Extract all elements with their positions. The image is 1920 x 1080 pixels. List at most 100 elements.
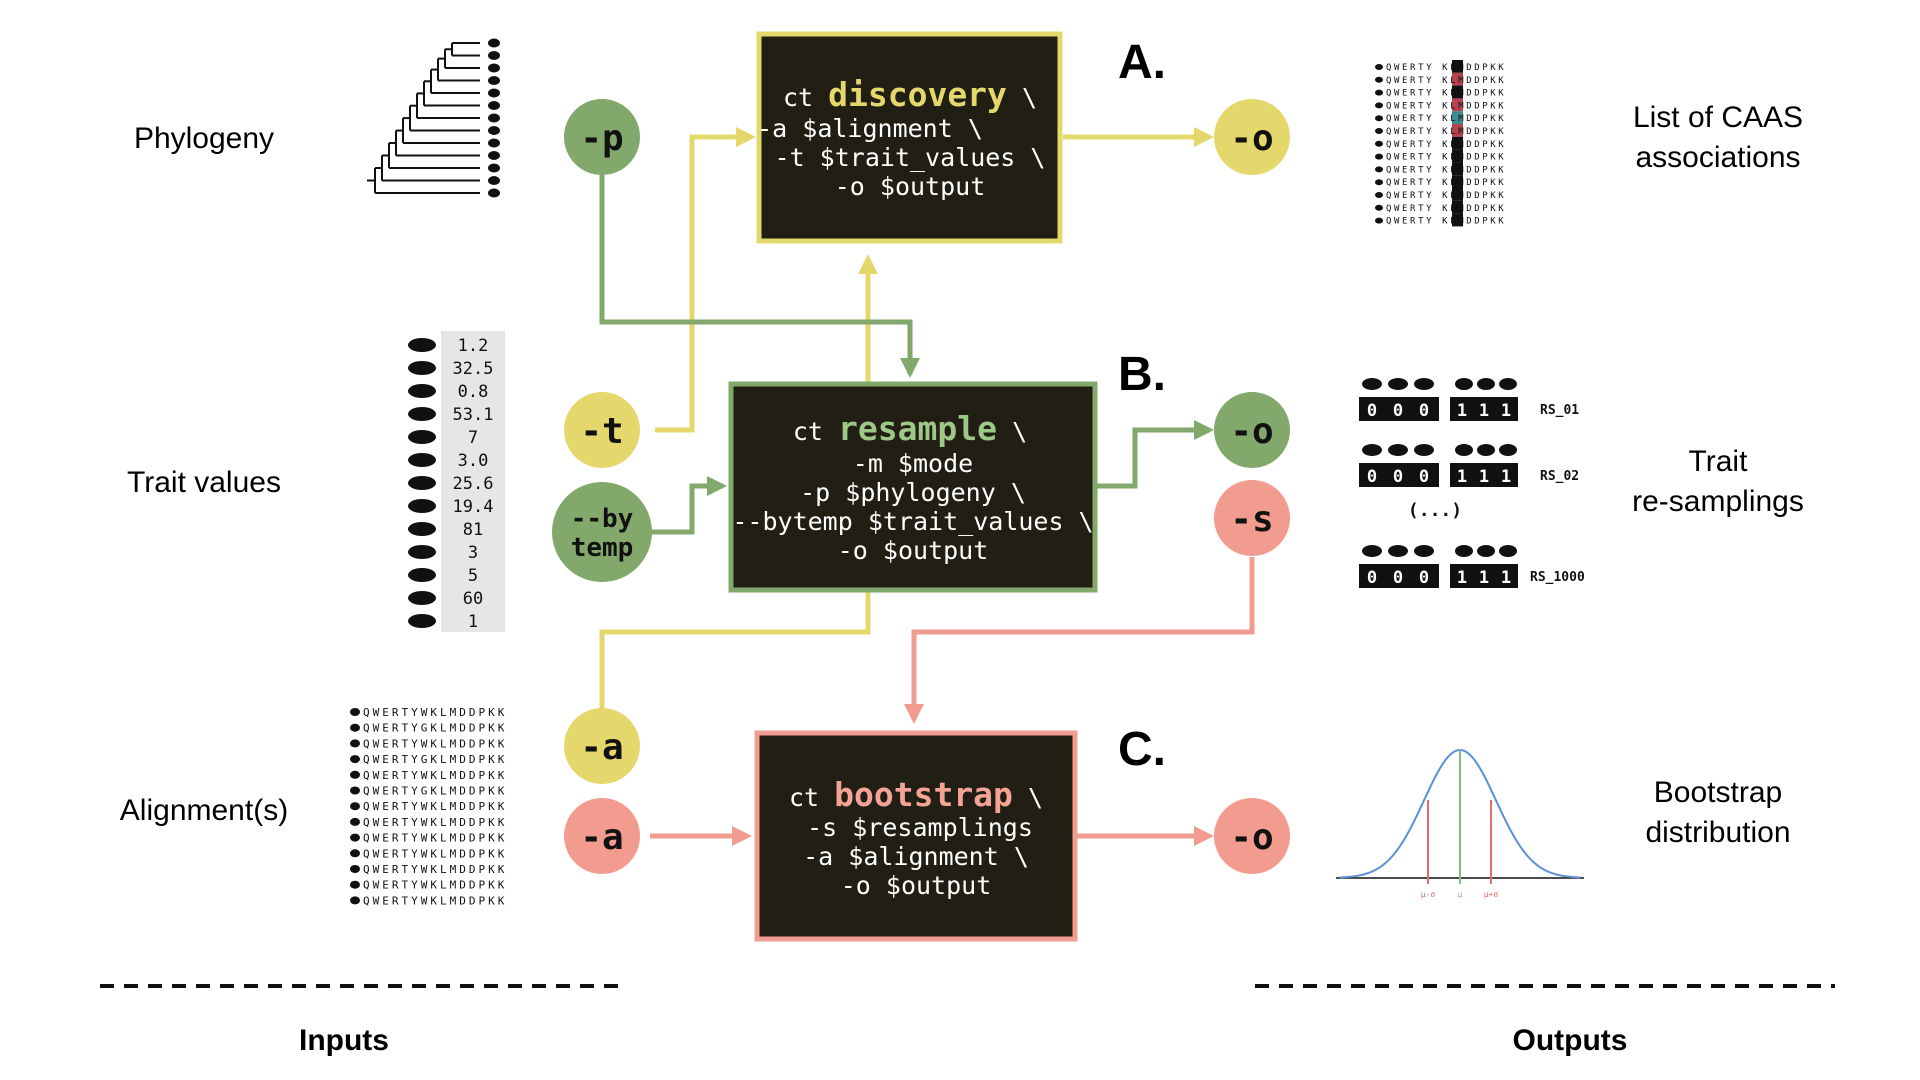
caas-left: QWERTY (1386, 76, 1434, 86)
species-silhouette-icon (350, 770, 360, 779)
trait-value: 32.5 (453, 359, 494, 379)
species-silhouette-icon (408, 499, 436, 513)
flag-bytemp-line-2: temp (571, 533, 634, 563)
resample-step-letter: B. (1118, 348, 1166, 401)
flag-o-resample: -o (1214, 392, 1290, 468)
resample-line-4: -o $output (838, 536, 989, 565)
caas-right: KLMDDPKK (1442, 76, 1506, 86)
caas-left: QWERTY (1386, 153, 1434, 163)
caas-highlight-cell (1452, 111, 1463, 124)
caas-left: QWERTY (1386, 114, 1434, 124)
flag-t: -t (564, 392, 640, 468)
caas-site: W (1434, 204, 1442, 214)
caas-site: W (1434, 217, 1442, 227)
species-silhouette-icon (350, 880, 360, 889)
discovery-step-letter: A. (1118, 36, 1166, 89)
caas-highlight-cell (1452, 175, 1463, 188)
caas-left: QWERTY (1386, 165, 1434, 175)
caas-label-line-1: List of CAAS (1633, 101, 1803, 134)
species-silhouette-icon (488, 88, 500, 98)
one-digit: 1 (1501, 568, 1511, 588)
discovery-continuation: \ (1022, 83, 1037, 112)
species-silhouette-icon (350, 833, 360, 842)
species-silhouette-icon (1375, 128, 1383, 134)
species-silhouette-icon (408, 453, 436, 467)
tick-mu-minus-sigma: μ-σ (1421, 890, 1436, 899)
trait-values-label: Trait values (127, 466, 281, 499)
caas-site: W (1434, 165, 1442, 175)
species-silhouette-icon (408, 361, 436, 375)
trait-value: 60 (463, 589, 483, 609)
svg-text:ct discovery \: ct discovery \ (783, 75, 1037, 114)
species-silhouette-icon (1499, 545, 1517, 557)
caas-sequence: QWERTYWKLMDDPKK (1386, 153, 1506, 163)
alignment-sequence: QWERTYWKLMDDPKK (363, 894, 507, 907)
discovery-command-box: ct discovery \ -a $alignment \ -t $trait… (756, 31, 1063, 244)
trait-value: 3 (468, 543, 478, 563)
resample-command-box: ct resample \ -m $mode -p $phylogeny \ -… (728, 381, 1098, 593)
connector-p-to-resample (599, 175, 920, 378)
zeros-block (1359, 564, 1439, 588)
bootstrap-line-3: -o $output (841, 871, 992, 900)
ones-block (1450, 397, 1518, 421)
species-silhouette-icon (408, 522, 436, 536)
phylogeny-tree (367, 42, 480, 194)
one-digit: 1 (1501, 401, 1511, 421)
trait-value: 3.0 (458, 451, 489, 471)
ones-block (1450, 564, 1518, 588)
caas-left: QWERTY (1386, 127, 1434, 137)
one-digit: 1 (1479, 401, 1489, 421)
flag-a-salmon-label: -a (580, 817, 623, 858)
species-silhouette-icon (1455, 545, 1473, 557)
zero-digit: 0 (1393, 401, 1403, 421)
caas-right: KLMDDPKK (1442, 127, 1506, 137)
caas-sequence: QWERTYWKLMDDPKK (1386, 89, 1506, 99)
caas-highlight-cell (1452, 60, 1463, 73)
resample-line-2: -p $phylogeny \ (800, 478, 1026, 507)
alignment-sequence: QWERTYWKLMDDPKK (363, 879, 507, 892)
species-silhouette-icon (350, 755, 360, 764)
alignment-sequence: QWERTYWKLMDDPKK (363, 847, 507, 860)
caas-sequence: QWERTYGKLMDDPKK (1386, 127, 1506, 137)
caas-left: QWERTY (1386, 140, 1434, 150)
caas-right: KLMDDPKK (1442, 165, 1506, 175)
trait-values-rows: 1.2 32.5 0.8 53.1 7 3.0 25.6 19.4 81 3 5 60 1 (408, 336, 493, 632)
alignment-sequence: QWERTYWKLMDDPKK (363, 706, 507, 719)
species-silhouette-icon (1477, 378, 1495, 390)
alignment-sequence: QWERTYWKLMDDPKK (363, 832, 507, 845)
resample-command-name: resample (838, 409, 997, 448)
alignment-sequence: QWERTYGKLMDDPKK (363, 722, 507, 735)
ones-block (1450, 463, 1518, 487)
species-silhouette-icon (350, 708, 360, 716)
caas-right: KLMDDPKK (1442, 63, 1506, 73)
species-silhouette-icon (350, 802, 360, 811)
bootstrap-continuation: \ (1028, 783, 1043, 812)
caas-site: G (1434, 127, 1442, 137)
species-silhouette-icon (350, 786, 360, 795)
caas-right: KLMDDPKK (1442, 101, 1506, 111)
caas-left: QWERTY (1386, 89, 1434, 99)
species-silhouette-icon (1388, 444, 1408, 456)
connector-a-to-resample (599, 592, 871, 715)
flag-o-discovery: -o (1214, 99, 1290, 175)
caas-alignment: QWERTYWKLMDDPKKQWERTYGKLMDDPKKQWERTYWKLM… (1375, 60, 1506, 227)
trait-value: 1 (468, 612, 478, 632)
caas-highlight-cell (1452, 200, 1463, 214)
bootstrap-distribution-plot: μ-σ μ μ+σ (1336, 748, 1584, 899)
species-silhouette-icon (1375, 166, 1383, 173)
flag-o-discovery-label: -o (1230, 118, 1273, 159)
caas-right: KLMDDPKK (1442, 140, 1506, 150)
caas-sequence: QWERTYWKLMDDPKK (1386, 178, 1506, 188)
caas-right: KLMDDPKK (1442, 191, 1506, 201)
caas-sequence: QWERTYGKLMDDPKK (1386, 101, 1506, 111)
alignment-sequence: QWERTYWKLMDDPKK (363, 769, 507, 782)
flag-p-label: -p (580, 118, 623, 159)
trait-value: 5 (468, 566, 478, 586)
discovery-command-name: discovery (828, 75, 1007, 114)
trait-values-table (441, 331, 505, 632)
caas-site: W (1434, 178, 1442, 188)
alignment-sequences: QWERTYWKLMDDPKK QWERTYGKLMDDPKK QWERTYWKLM… (350, 706, 507, 907)
zero-digit: 0 (1367, 467, 1377, 487)
flag-s-label: -s (1230, 499, 1273, 540)
species-silhouette-icon (408, 591, 436, 605)
